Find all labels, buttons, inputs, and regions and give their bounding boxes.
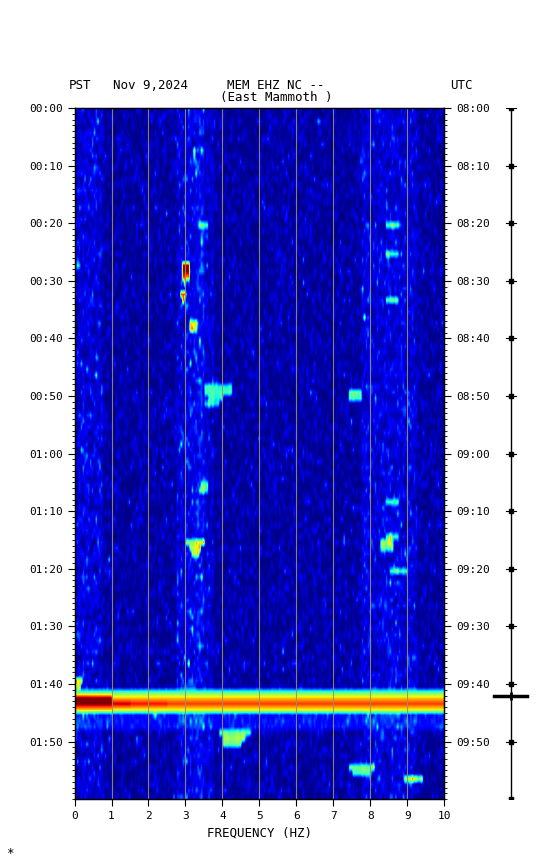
Text: Nov 9,2024: Nov 9,2024 — [113, 79, 188, 92]
Text: *: * — [6, 847, 13, 860]
Text: MEM EHZ NC --: MEM EHZ NC -- — [227, 79, 325, 92]
Text: UTC: UTC — [450, 79, 473, 92]
Text: (East Mammoth ): (East Mammoth ) — [220, 91, 332, 104]
Text: PST: PST — [69, 79, 92, 92]
X-axis label: FREQUENCY (HZ): FREQUENCY (HZ) — [207, 827, 312, 840]
